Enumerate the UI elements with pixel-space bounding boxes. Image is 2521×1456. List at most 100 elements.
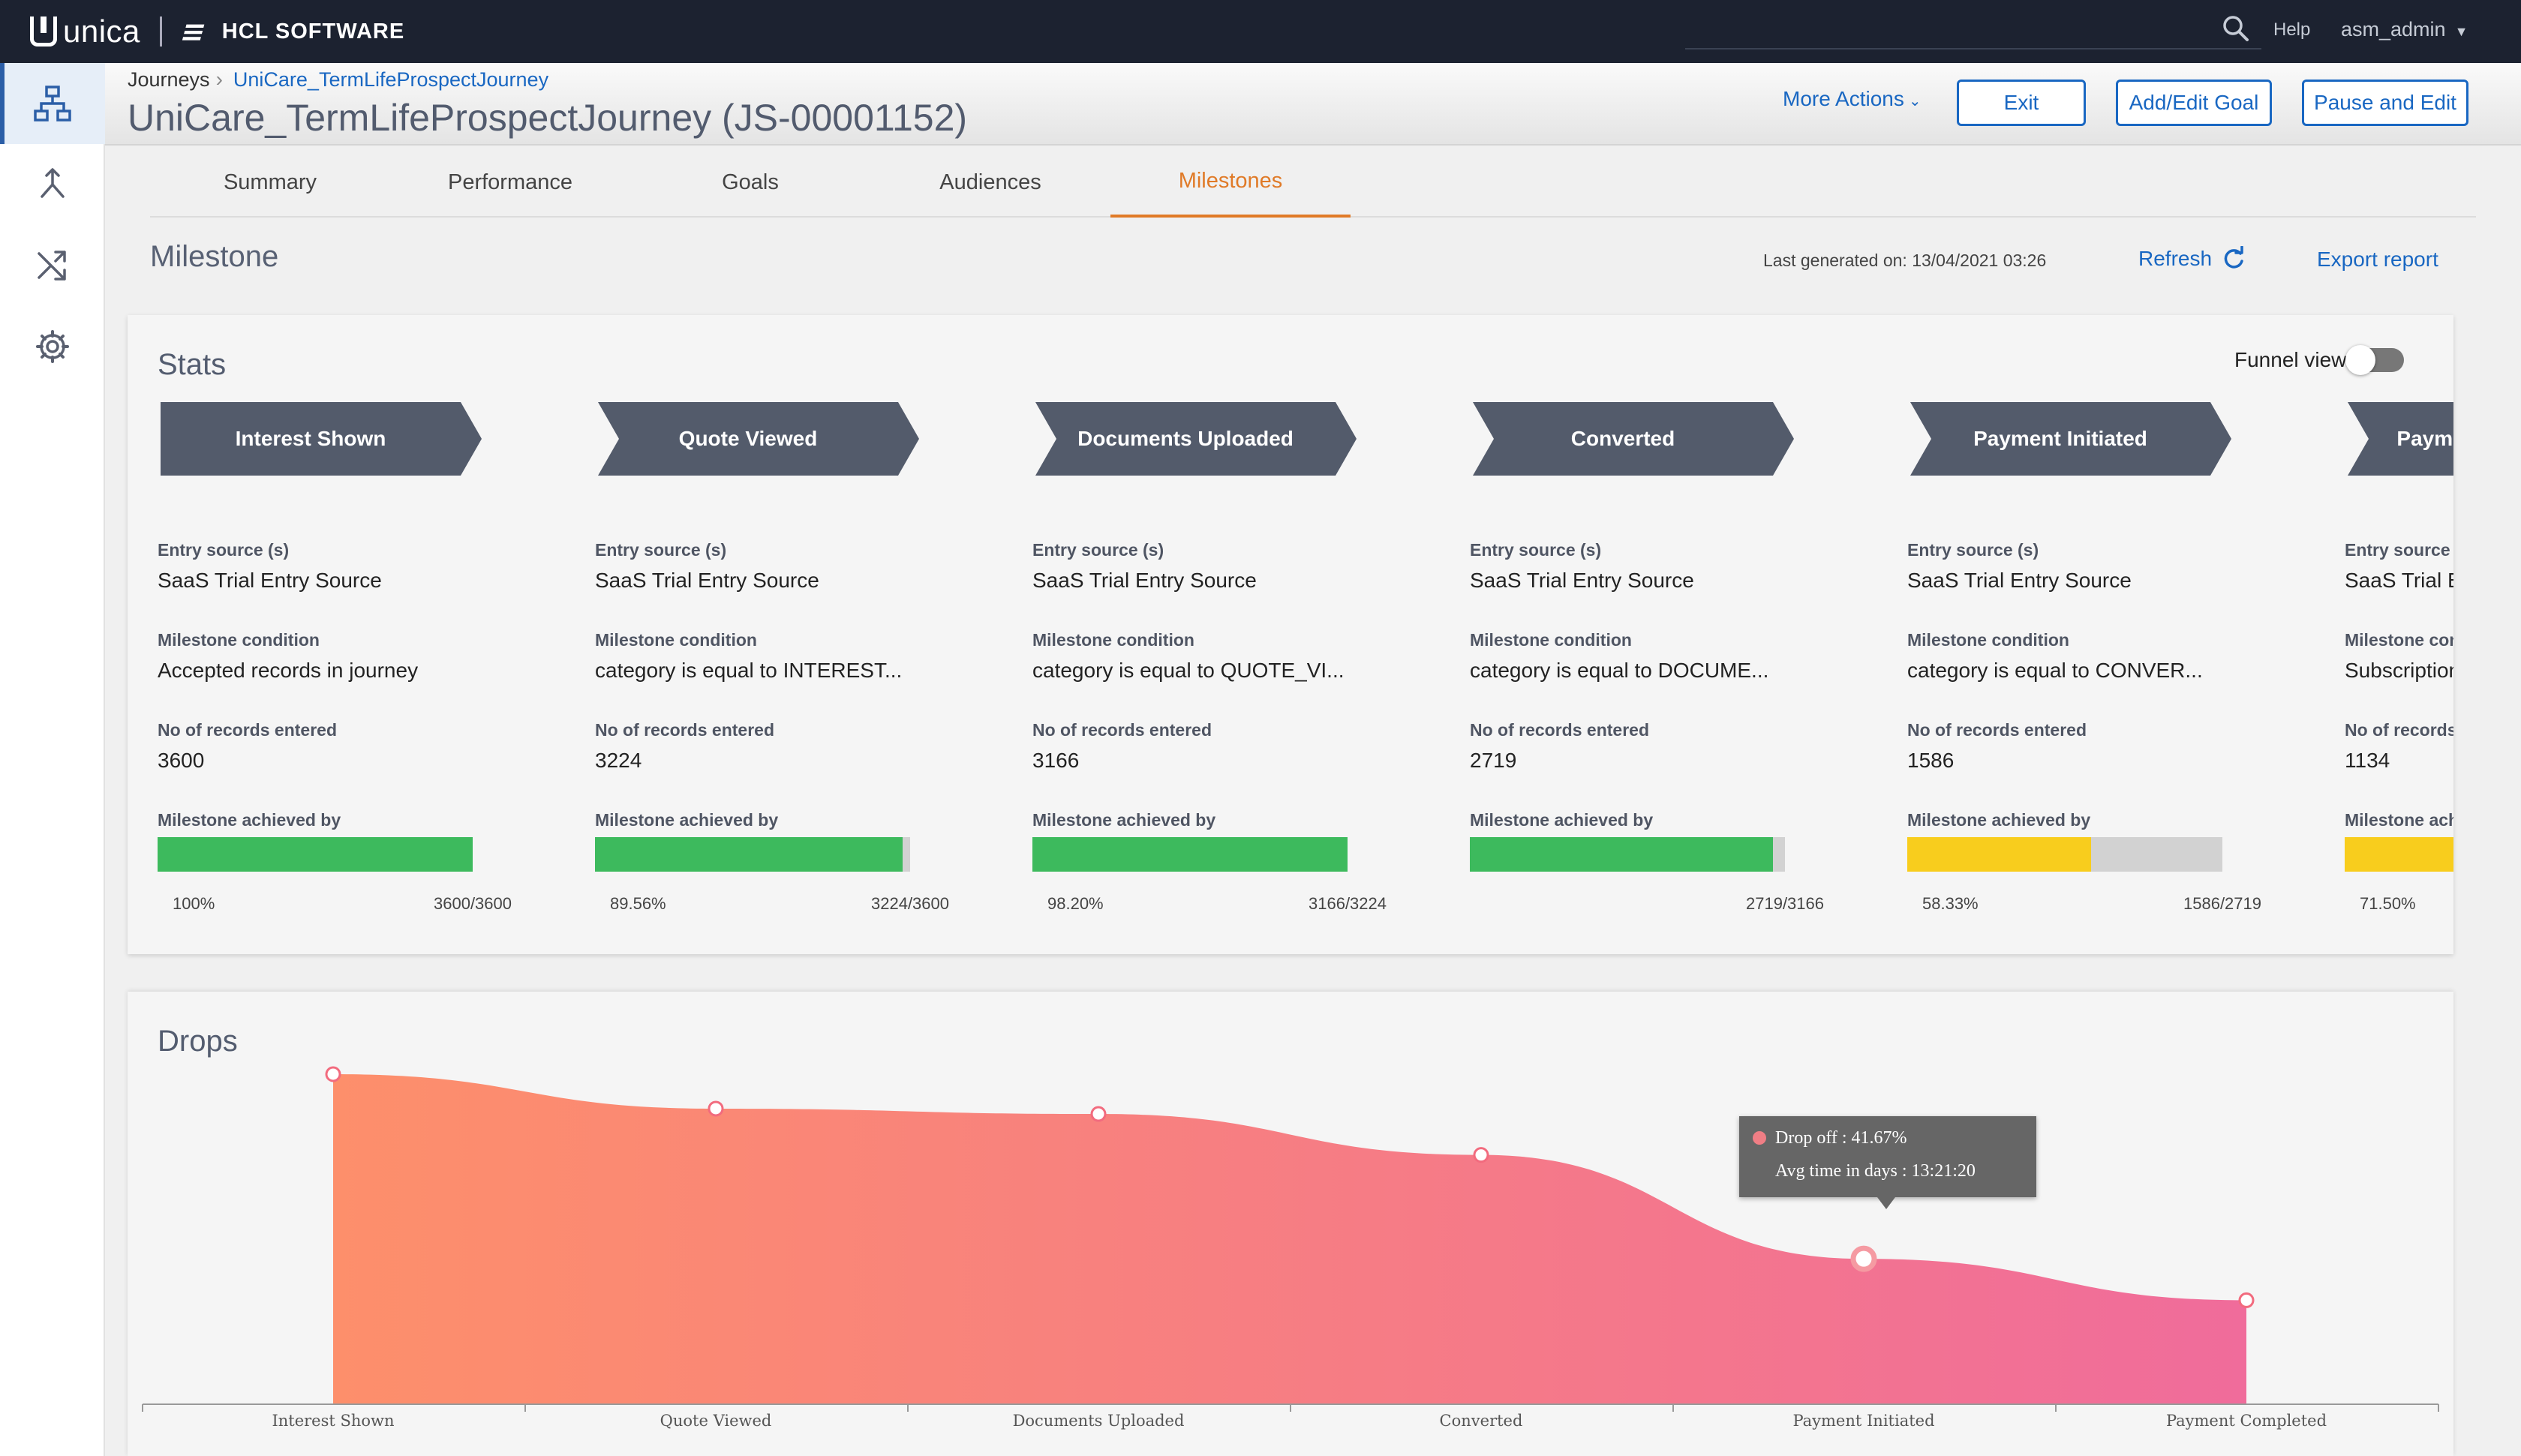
tab-performance[interactable]: Performance xyxy=(447,170,572,194)
nav-journeys[interactable] xyxy=(0,63,105,144)
records-entered-value: 1134 xyxy=(2345,749,2390,772)
entry-source-label: Entry source (s) xyxy=(1032,540,1164,560)
stage-name: Converted xyxy=(1570,427,1675,450)
brand-divider xyxy=(159,17,162,47)
achieved-progress-bar xyxy=(158,837,473,872)
caret-down-icon: ▼ xyxy=(2454,24,2468,39)
tab-milestones[interactable]: Milestones xyxy=(1110,147,1351,218)
milestone-condition-value: category is equal to CONVER... xyxy=(1907,659,2203,682)
funnel-view-toggle[interactable] xyxy=(2345,345,2404,375)
stage-name: Payment Initiated xyxy=(1973,427,2147,450)
records-entered-label: No of records entered xyxy=(1032,720,1212,740)
breadcrumb-current[interactable]: UniCare_TermLifeProspectJourney xyxy=(233,68,549,91)
search-input[interactable] xyxy=(1685,11,2261,50)
x-tick-label: Quote Viewed xyxy=(660,1412,772,1430)
stage-chevron: Interest Shown xyxy=(161,402,482,476)
achieved-percent: 71.50% xyxy=(2360,894,2416,913)
milestone-condition-label: Milestone condition xyxy=(595,630,757,650)
stage-name: Payment Completed xyxy=(2396,427,2453,450)
x-tick-label: Converted xyxy=(1439,1412,1523,1430)
stage-interest-shown: Interest Shown Entry source (s) SaaS Trial… xyxy=(158,402,595,954)
chevron-shape xyxy=(1473,402,1794,476)
refresh-label: Refresh xyxy=(2138,247,2213,270)
data-point-payment-initiated[interactable] xyxy=(1850,1245,1877,1272)
help-link[interactable]: Help xyxy=(2273,20,2311,40)
tab-goals[interactable]: Goals xyxy=(722,170,779,194)
more-actions-dropdown[interactable]: More Actions ⌄ xyxy=(1783,87,1922,111)
page-title: UniCare_TermLifeProspectJourney (JS-0000… xyxy=(128,97,968,139)
achieved-ratio: 3166/3224 xyxy=(1309,894,1387,913)
milestone-condition-value: category is equal to DOCUME... xyxy=(1470,659,1769,682)
achieved-percent: 98.20% xyxy=(1047,894,1104,913)
x-tick-label: Documents Uploaded xyxy=(1012,1412,1185,1430)
stage-converted: Converted Entry source (s) SaaS Trial Entr… xyxy=(1470,402,1907,954)
hcl-logo-icon: ≡ xyxy=(177,15,210,48)
exit-button[interactable]: Exit xyxy=(1957,80,2086,126)
achieved-progress-fill xyxy=(158,837,473,872)
drops-chart xyxy=(142,1066,2439,1412)
left-nav xyxy=(0,63,105,1456)
data-point-converted[interactable] xyxy=(1473,1147,1489,1163)
stage-payment-completed: Payment Completed Entry source (s) SaaS Tr… xyxy=(2345,402,2453,954)
entry-source-label: Entry source (s) xyxy=(1470,540,1602,560)
data-point-documents-uploaded[interactable] xyxy=(1090,1106,1107,1122)
chevron-right-icon: › xyxy=(215,68,223,91)
nav-shuffle[interactable] xyxy=(0,225,105,306)
achieved-progress-bar xyxy=(1907,837,2222,872)
breadcrumb-journeys[interactable]: Journeys xyxy=(128,68,210,91)
entry-source-value: SaaS Trial Entry Source xyxy=(1032,569,1257,592)
entry-source-value: SaaS Trial Entry Source xyxy=(595,569,819,592)
achieved-progress-bar xyxy=(1032,837,1348,872)
stage-name: Quote Viewed xyxy=(678,427,818,450)
stage-documents-uploaded: Documents Uploaded Entry source (s) SaaS T… xyxy=(1032,402,1470,954)
hierarchy-icon xyxy=(34,86,71,122)
tab-summary[interactable]: Summary xyxy=(223,170,317,194)
achieved-percent: 58.33% xyxy=(1922,894,1979,913)
entry-source-label: Entry source (s) xyxy=(2345,540,2453,560)
achieved-progress-bar xyxy=(1470,837,1785,872)
data-point-payment-completed[interactable] xyxy=(2238,1292,2255,1308)
data-point-quote-viewed[interactable] xyxy=(708,1100,724,1117)
milestone-condition-label: Milestone condition xyxy=(1470,630,1632,650)
unica-logo-icon xyxy=(30,17,57,47)
data-point-interest-shown[interactable] xyxy=(325,1066,341,1082)
stage-chevron: Payment Completed xyxy=(2348,402,2453,476)
milestone-condition-label: Milestone condition xyxy=(158,630,320,650)
toggle-knob xyxy=(2345,345,2375,375)
pause-and-edit-button[interactable]: Pause and Edit xyxy=(2302,80,2468,126)
records-entered-label: No of records entered xyxy=(595,720,774,740)
entry-source-value: SaaS Trial Entry Source xyxy=(1470,569,1694,592)
brand-name: unica xyxy=(63,14,140,49)
achieved-percent: 89.56% xyxy=(610,894,666,913)
last-generated-text: Last generated on: 13/04/2021 03:26 xyxy=(1763,251,2047,270)
milestone-title: Milestone xyxy=(150,240,279,273)
company-name: HCL SOFTWARE xyxy=(221,19,405,44)
tab-audiences[interactable]: Audiences xyxy=(939,170,1041,194)
nav-merge[interactable] xyxy=(0,144,105,225)
nav-settings[interactable] xyxy=(0,306,105,387)
tooltip-drop-off: Drop off : 41.67% xyxy=(1775,1128,1907,1148)
entry-source-label: Entry source (s) xyxy=(595,540,727,560)
x-tick-label: Payment Completed xyxy=(2165,1412,2327,1430)
add-edit-goal-button[interactable]: Add/Edit Goal xyxy=(2116,80,2272,126)
gear-icon xyxy=(36,330,69,363)
search-icon[interactable] xyxy=(2221,14,2251,44)
chevron-shape xyxy=(598,402,919,476)
brand-logo[interactable]: unica ≡ HCL SOFTWARE xyxy=(30,14,404,50)
entry-source-value: SaaS Trial Entry Source xyxy=(2345,569,2453,592)
refresh-button[interactable]: Refresh xyxy=(2138,246,2246,272)
stage-payment-initiated: Payment Initiated Entry source (s) SaaS Tr… xyxy=(1907,402,2345,954)
stats-card: Stats Funnel view Interest Shown Entry so… xyxy=(128,315,2453,954)
achieved-ratio: 2719/3166 xyxy=(1746,894,1824,913)
user-name: asm_admin xyxy=(2341,18,2446,41)
records-entered-value: 3166 xyxy=(1032,749,1080,772)
achieved-by-label: Milestone achieved by xyxy=(1907,810,2091,830)
milestone-condition-value: category is equal to QUOTE_VI... xyxy=(1032,659,1345,682)
achieved-ratio: 3224/3600 xyxy=(871,894,949,913)
export-report-link[interactable]: Export report xyxy=(2317,248,2438,271)
tooltip-avg-time: Avg time in days : 13:21:20 xyxy=(1775,1161,1976,1181)
x-tick-label: Interest Shown xyxy=(272,1412,395,1430)
achieved-by-label: Milestone achieved by xyxy=(595,810,779,830)
user-menu[interactable]: asm_admin ▼ xyxy=(2341,18,2468,41)
records-entered-label: No of records entered xyxy=(1470,720,1649,740)
